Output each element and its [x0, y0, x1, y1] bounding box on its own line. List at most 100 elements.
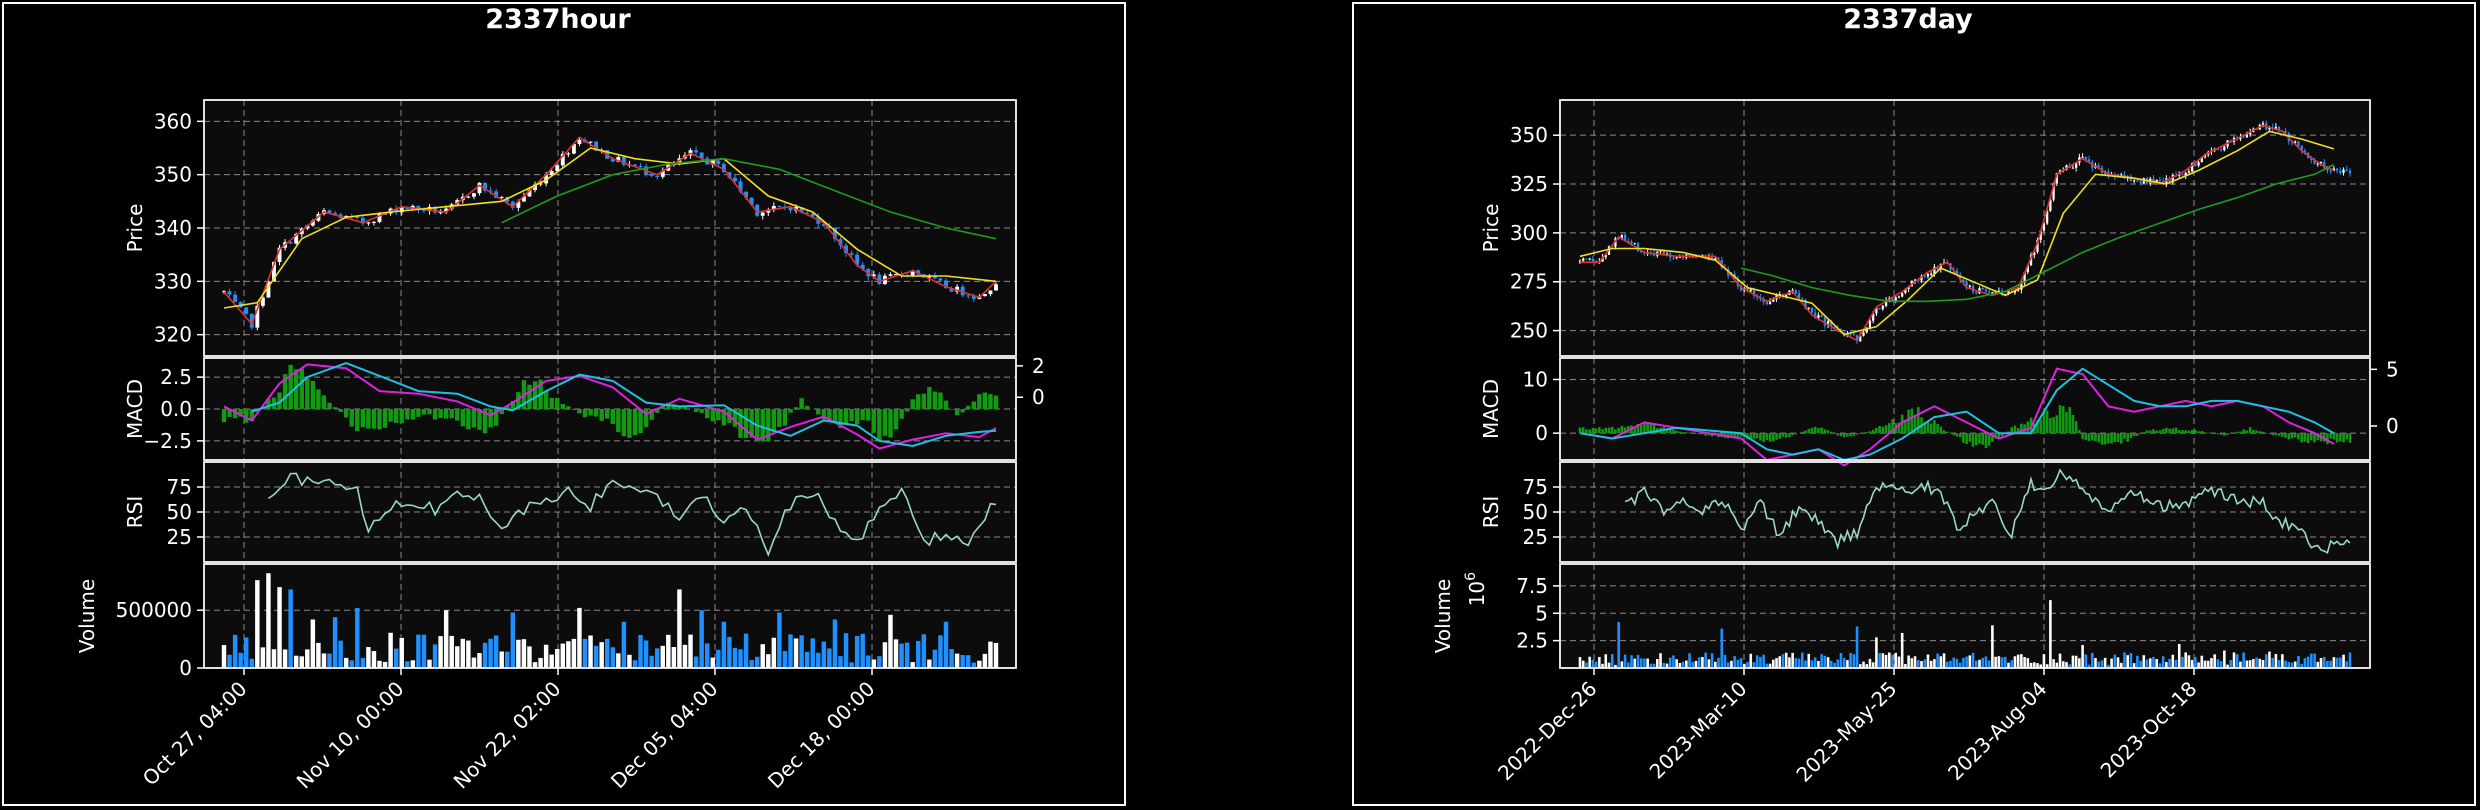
volume-bar	[238, 652, 243, 668]
candle-body	[1807, 307, 1810, 309]
candle-body	[721, 164, 726, 173]
volume-bar	[871, 659, 877, 668]
candle-body	[1936, 266, 1939, 270]
macd-histogram-bar	[2242, 429, 2245, 434]
xtick-label: Dec 18, 00:00	[763, 677, 880, 794]
volume-bar	[1958, 662, 1962, 668]
macd-histogram-bar	[643, 409, 649, 428]
volume-bar	[2287, 662, 2291, 668]
volume-bar	[1755, 655, 1759, 668]
candle-body	[2339, 170, 2342, 173]
candle-body	[660, 170, 665, 177]
macd-histogram-bar	[1810, 427, 1814, 434]
volume-bar	[827, 648, 832, 668]
macd-histogram-bar	[616, 409, 621, 433]
macd-histogram-bar	[799, 398, 804, 409]
rsi-ytick-label: 50	[1523, 500, 1548, 524]
candle-body	[871, 274, 876, 277]
volume-bar	[1765, 663, 1769, 668]
candle-body	[2297, 141, 2300, 146]
volume-bar	[316, 642, 321, 668]
macd-histogram-bar	[316, 389, 321, 409]
candle-body	[1633, 243, 1636, 245]
candle-body	[2178, 174, 2181, 176]
macd-histogram-bar	[2010, 427, 2014, 434]
macd-histogram-bar	[704, 409, 710, 419]
candle-body	[2020, 283, 2023, 290]
candle-body	[910, 270, 915, 276]
candle-body	[2248, 132, 2252, 135]
volume-bar	[321, 653, 327, 668]
volume-bar	[2219, 661, 2223, 668]
volume-bar	[610, 647, 615, 668]
macd-histogram-bar	[1588, 429, 1591, 434]
macd-right-tick-label: 0	[2386, 414, 2399, 438]
macd-histogram-bar	[888, 409, 893, 438]
macd-histogram-bar	[1594, 428, 1598, 434]
macd-histogram-bar	[577, 409, 582, 414]
volume-bar	[1775, 658, 1778, 668]
macd-right-tick-label: 2	[1032, 354, 1045, 378]
macd-histogram-bar	[2132, 433, 2136, 437]
macd-histogram-bar	[2216, 433, 2220, 435]
macd-histogram-bar	[1601, 429, 1604, 434]
macd-histogram-bar	[2326, 433, 2329, 445]
volume-bar	[1862, 661, 1865, 668]
volume-bar	[1743, 663, 1746, 668]
candle-body	[994, 284, 998, 291]
candle-body	[655, 176, 660, 178]
macd-histogram-bar	[1978, 433, 1981, 444]
macd-histogram-bar	[771, 409, 777, 433]
volume-bar	[2097, 661, 2100, 668]
candle-body	[1665, 253, 1669, 255]
macd-histogram-bar	[471, 409, 477, 428]
macd-histogram-bar	[1958, 433, 1962, 438]
candle-body	[2268, 127, 2271, 130]
candle-body	[1582, 258, 1585, 261]
price-ytick-label: 275	[1510, 270, 1548, 294]
candle-body	[2081, 156, 2084, 158]
macd-histogram-bar	[932, 391, 938, 409]
volume-bar	[921, 634, 927, 668]
volume-bar	[782, 651, 788, 668]
volume-bar	[2177, 643, 2181, 668]
macd-histogram-bar	[1836, 433, 1840, 436]
price-ytick-label: 320	[154, 323, 192, 347]
volume-bar	[1849, 652, 1852, 668]
volume-bar	[916, 640, 921, 668]
macd-histogram-bar	[827, 409, 832, 422]
volume-bar	[2058, 653, 2062, 668]
macd-histogram-bar	[2261, 431, 2265, 434]
volume-bar	[2342, 654, 2345, 668]
macd-histogram-bar	[1936, 423, 1939, 434]
macd-histogram-bar	[2087, 433, 2091, 442]
macd-histogram-bar	[2068, 407, 2071, 434]
candle-body	[727, 172, 732, 178]
macd-histogram-bar	[1929, 423, 1933, 434]
volume-ytick-label: 2.5	[1516, 629, 1548, 653]
macd-histogram-bar	[1581, 427, 1585, 434]
candle-body	[2033, 251, 2036, 256]
macd-histogram-bar	[221, 409, 227, 423]
macd-histogram-bar	[2258, 431, 2262, 434]
macd-histogram-bar	[305, 378, 310, 409]
xtick-label: 2023-May-25	[1791, 677, 1901, 787]
macd-histogram-bar	[1984, 433, 1988, 449]
volume-bar	[693, 656, 699, 668]
macd-histogram-bar	[1852, 433, 1856, 436]
volume-bar	[1739, 658, 1743, 668]
volume-bar	[2245, 660, 2249, 668]
volume-bar	[1817, 660, 1820, 668]
volume-bar	[538, 657, 543, 668]
candle-body	[333, 212, 338, 215]
candle-body	[577, 139, 582, 144]
macd-right-tick-label: 0	[1032, 385, 1045, 409]
volume-bar	[1891, 654, 1894, 668]
price-ytick-label: 250	[1510, 319, 1548, 343]
candle-body	[1814, 312, 1817, 319]
volume-bar	[221, 645, 227, 668]
macd-histogram-bar	[2306, 433, 2310, 444]
macd-histogram-bar	[355, 409, 360, 432]
candle-body	[888, 274, 893, 276]
volume-bar	[1868, 658, 1872, 668]
